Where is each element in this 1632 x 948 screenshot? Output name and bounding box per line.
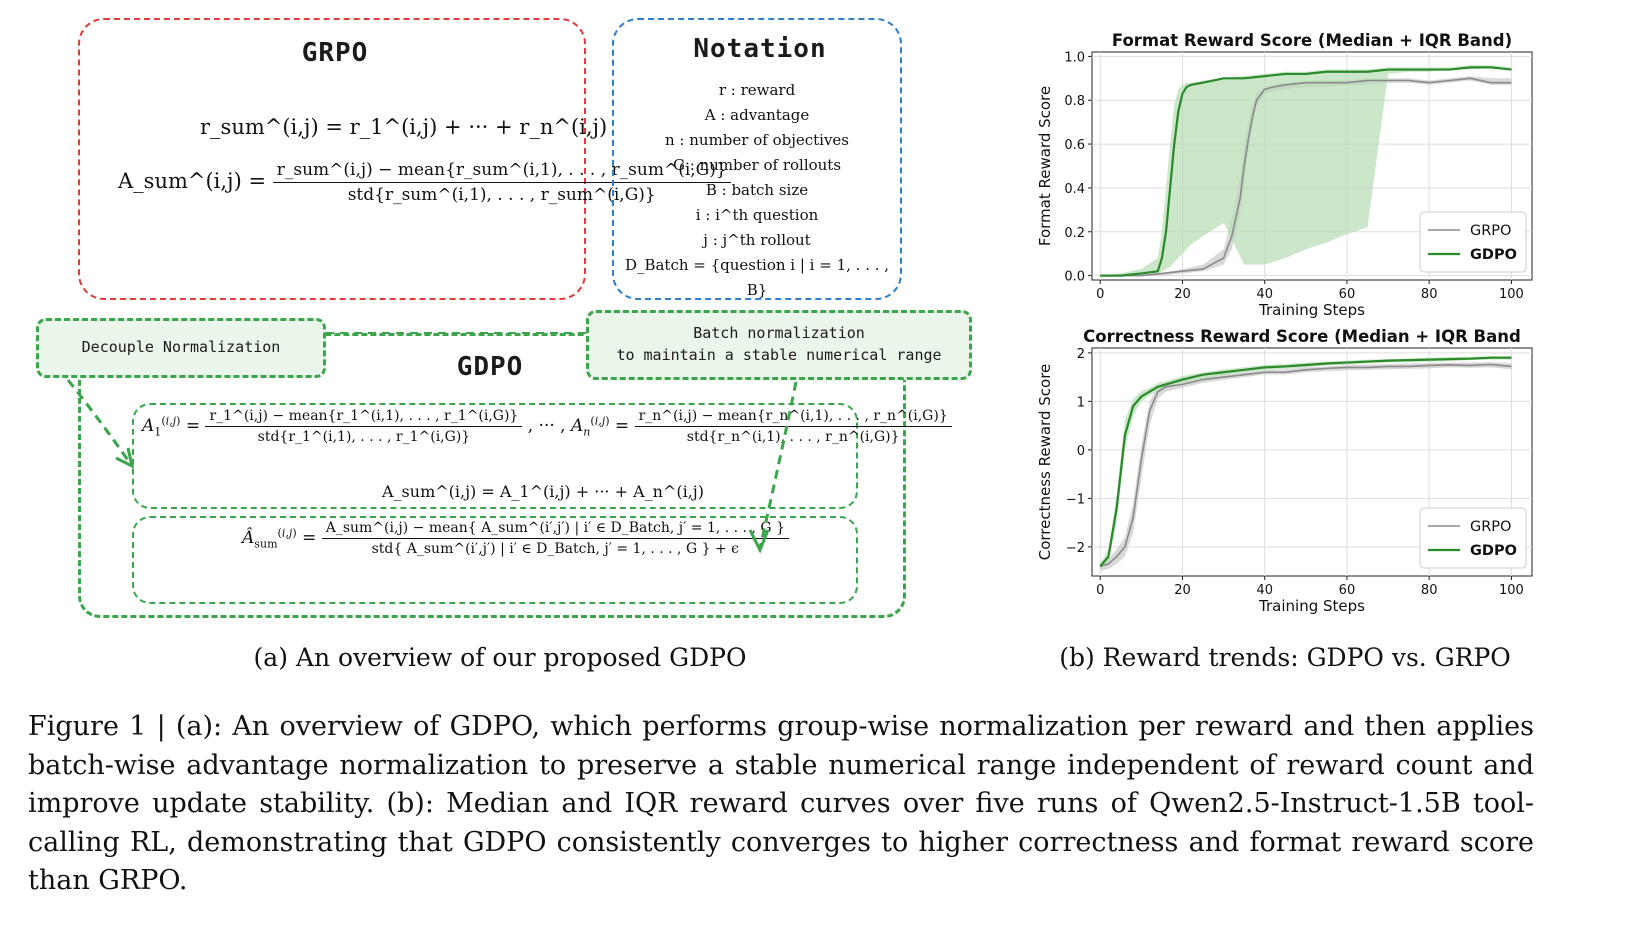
chart-0-xtick-label: 100 [1499, 287, 1524, 302]
notation-box [612, 18, 902, 300]
chart-0-legend [1419, 211, 1527, 273]
notation-title: Notation [693, 34, 827, 64]
chart-0-ytick-label: 0.4 [1064, 182, 1085, 197]
gdpo-a1-fraction: r_1^(i,j) − mean{r_1^(i,1), . . . , r_1^… [205, 408, 523, 445]
chart-1-xtick-label: 40 [1256, 583, 1273, 598]
chart-0-ytick-label: 0.8 [1064, 94, 1085, 109]
gdpo-hat-numerator: A_sum^(i,j) − mean{ A_sum^(i′,j′) | i′ ∈… [321, 520, 789, 539]
decouple-arrowhead [115, 447, 135, 469]
gdpo-a1-numerator: r_1^(i,j) − mean{r_1^(i,1), . . . , r_1^… [205, 408, 523, 427]
gdpo-an-numerator: r_n^(i,j) − mean{r_n^(i,1), . . . , r_n^… [634, 408, 952, 427]
gdpo-a1-denominator: std{r_1^(i,1), . . . , r_1^(i,G)} [257, 429, 471, 445]
chart-1-xtick-label: 80 [1421, 583, 1438, 598]
figure-caption: Figure 1 | (a): An overview of GDPO, whi… [28, 711, 1534, 896]
notation-objectives: n : number of objectives [665, 131, 849, 149]
chart-0-ytick-label: 0.2 [1064, 226, 1085, 241]
decouple-normalization-callout [36, 318, 326, 378]
gdpo-an-fraction: r_n^(i,j) − mean{r_n^(i,1), . . . , r_n^… [634, 408, 952, 445]
chart-1-xtick-label: 0 [1096, 583, 1104, 598]
chart-0-ytick-label: 0.0 [1064, 270, 1085, 285]
gdpo-eq-sum: A_sum^(i,j) = A_1^(i,j) + ··· + A_n^(i,j… [382, 482, 704, 501]
gdpo-outer-box [78, 333, 906, 618]
chart-1-legend [1419, 507, 1527, 569]
chart-0-gdpo-iqr-band [1100, 65, 1512, 276]
gdpo-eq-a1: A1(i,j) = r_1^(i,j) − mean{r_1^(i,1), . … [142, 408, 952, 445]
grpo-box [78, 18, 586, 300]
notation-batch-size: B : batch size [705, 181, 809, 199]
chart-0-xtick-label: 80 [1421, 287, 1438, 302]
panel-b-subcaption: (b) Reward trends: GDPO vs. GRPO [1059, 643, 1511, 672]
notation-list: r : reward A : advantage n : number of o… [617, 78, 897, 303]
grpo-advantage-equation: A_sum^(i,j) = r_sum^(i,j) − mean{r_sum^(… [118, 160, 731, 205]
chart-0-ylabel: Format Reward Score [1036, 86, 1054, 246]
gdpo-title: GDPO [420, 352, 560, 382]
chart-1-ytick-label: −2 [1066, 541, 1085, 556]
chart-0-xtick-label: 20 [1174, 287, 1191, 302]
chart-1-ytick-label: 0 [1077, 444, 1085, 459]
chart-0-legend-label: GRPO [1470, 223, 1511, 239]
grpo-title: GRPO [301, 38, 369, 68]
gdpo-eq-hat: Âsum(i,j) = A_sum^(i,j) − mean{ A_sum^(i… [242, 520, 789, 557]
chart-0-xtick-label: 60 [1339, 287, 1356, 302]
chart-1-gdpo-median-line [1099, 356, 1512, 568]
chart-1-ytick-label: −1 [1066, 492, 1085, 507]
notation-dbatch: D_Batch = {question i | i = 1, . . . , B… [624, 256, 890, 299]
chart-0-ytick-label: 1.0 [1064, 50, 1085, 65]
notation-rollouts: G : number of rollouts [672, 156, 842, 174]
batch-normalization-line1: Batch normalization [693, 324, 865, 342]
chart-1-grpo-median-line [1099, 363, 1512, 568]
chart-1-xtick-label: 20 [1174, 583, 1191, 598]
chart-0-ytick-label: 0.6 [1064, 138, 1085, 153]
gdpo-an-denominator: std{r_n^(i,1), . . . , r_n^(i,G)} [686, 429, 900, 445]
chart-0-grpo-median-line [1100, 77, 1512, 277]
decouple-normalization-label: Decouple Normalization [81, 338, 281, 356]
notation-advantage: A : advantage [704, 106, 810, 124]
gdpo-group-norm-box [132, 403, 858, 509]
chart-1-title: Correctness Reward Score (Median + IQR B… [1083, 327, 1521, 346]
grpo-adv-fraction: r_sum^(i,j) − mean{r_sum^(i,1), . . . , … [272, 160, 731, 205]
chart-1-xlabel: Training Steps [1258, 597, 1365, 615]
gdpo-hat-fraction: A_sum^(i,j) − mean{ A_sum^(i′,j′) | i′ ∈… [321, 520, 789, 557]
decouple-arrow [66, 379, 134, 467]
batch-arrow [758, 381, 798, 549]
grpo-adv-numerator: r_sum^(i,j) − mean{r_sum^(i,1), . . . , … [272, 160, 731, 183]
gdpo-batch-norm-box [132, 516, 858, 604]
chart-1-legend-label: GDPO [1470, 543, 1517, 559]
chart-0-xlabel: Training Steps [1258, 301, 1365, 319]
batch-arrowhead [748, 529, 770, 554]
chart-0-legend-label: GDPO [1470, 247, 1517, 263]
notation-rollout: j : j^th rollout [703, 231, 811, 249]
grpo-sum-eq-text: r_sum^(i,j) = r_1^(i,j) + ··· + r_n^(i,j… [200, 115, 608, 139]
chart-1-ytick-label: 2 [1077, 347, 1085, 362]
notation-question: i : i^th question [695, 206, 819, 224]
grpo-adv-lhs: A_sum^(i,j) = [118, 169, 267, 193]
grpo-sum-equation: r_sum^(i,j) = r_1^(i,j) + ··· + r_n^(i,j… [200, 115, 607, 139]
gdpo-hat-denominator: std{ A_sum^(i′,j′) | i′ ∈ D_Batch, j′ = … [371, 541, 739, 557]
chart-1-xtick-label: 100 [1499, 583, 1524, 598]
batch-normalization-line2: to maintain a stable numerical range [616, 346, 942, 364]
gdpo-hat-lhs: Âsum(i,j) = [242, 526, 317, 551]
chart-1-legend-label: GRPO [1470, 519, 1511, 535]
chart-0-xtick-label: 0 [1096, 287, 1104, 302]
gdpo-ellipsis: , ··· , An(i,j) = [527, 414, 630, 439]
panel-a-subcaption: (a) An overview of our proposed GDPO [253, 643, 747, 672]
chart-1-ylabel: Correctness Reward Score [1036, 364, 1054, 561]
chart-0-xtick-label: 40 [1256, 287, 1273, 302]
chart-0-title: Format Reward Score (Median + IQR Band) [1112, 31, 1512, 50]
batch-normalization-callout [586, 310, 972, 380]
chart-0-gdpo-median-line [1100, 66, 1512, 277]
chart-1-xtick-label: 60 [1339, 583, 1356, 598]
gdpo-connectors [66, 332, 798, 554]
gdpo-a1-lhs: A1(i,j) = [142, 414, 201, 439]
grpo-adv-denominator: std{r_sum^(i,1), . . . , r_sum^(i,G)} [347, 185, 656, 205]
notation-reward: r : reward [718, 81, 796, 99]
chart-1-ytick-label: 1 [1077, 395, 1085, 410]
